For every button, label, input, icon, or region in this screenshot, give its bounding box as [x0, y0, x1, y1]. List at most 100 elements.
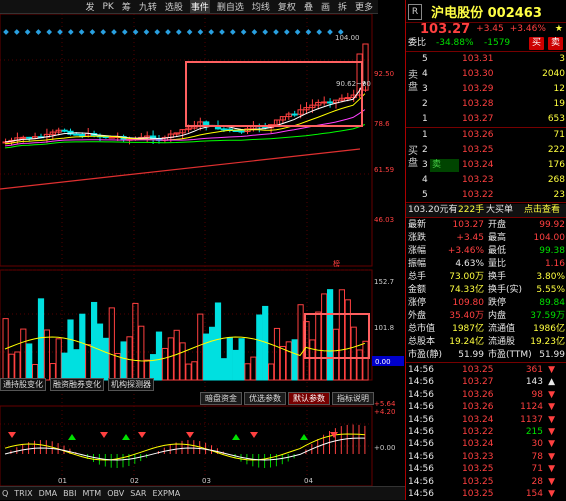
toolbar-item[interactable]: 九转 — [138, 3, 157, 13]
tick-time: 14:56 — [408, 439, 434, 450]
order-row[interactable]: 4 103.23 268 — [406, 174, 566, 187]
indicator-tab[interactable]: 指标说明 — [332, 391, 374, 405]
toolbar-item[interactable]: 复权 — [277, 3, 296, 13]
kline-chart-panel[interactable]: 发 PK 筹九转 选股 事件 删自选 均线 复权叠画拆更多 104.00 92.50 90.62~… — [0, 0, 405, 500]
toolbar-item[interactable]: 更多 — [354, 3, 373, 13]
toolbar-item[interactable]: 画 — [320, 3, 330, 13]
toolbar-item[interactable]: 拆 — [337, 3, 347, 13]
indicator-tab[interactable]: 默认参数 — [288, 391, 330, 405]
toolbar-item[interactable]: 删自选 — [216, 3, 244, 13]
indicator-tab[interactable]: 机构探测器 — [108, 377, 154, 391]
toolbar-item[interactable]: 事件 — [189, 0, 210, 13]
tick-volume: 1124 — [520, 402, 543, 413]
order-price: 103.22 — [462, 190, 494, 200]
indicator-tab[interactable]: TRIX — [14, 489, 33, 498]
stock-name: 沪电股份 002463 — [431, 5, 542, 21]
down-arrow-icon: ▼ — [548, 489, 555, 499]
indicator-tab[interactable]: MTM — [82, 489, 102, 498]
quote-row: 外盘 35.40万 内盘 37.59万 — [406, 310, 566, 323]
volume-bar — [73, 349, 80, 381]
event-marker — [208, 29, 215, 35]
order-level: 2 — [422, 145, 428, 155]
event-marker — [154, 29, 161, 35]
tick-row: 14:56 103.27 143 ▲ — [406, 376, 566, 389]
order-row[interactable]: 5 103.31 3 — [406, 53, 566, 66]
indicator-tab[interactable]: 通持股变化 — [0, 377, 46, 391]
tick-row: 14:56 103.23 78 ▼ — [406, 451, 566, 464]
tick-time: 14:56 — [408, 377, 434, 388]
divider — [406, 127, 566, 128]
indicator-tab[interactable]: 优选参数 — [244, 391, 286, 405]
tick-row: 14:56 103.26 98 ▼ — [406, 389, 566, 402]
quote-value: 19.24亿 — [449, 337, 484, 347]
order-row[interactable]: 2 103.28 19 — [406, 98, 566, 111]
indicator-tab[interactable]: OBV — [107, 489, 125, 498]
candle-body — [49, 131, 56, 135]
order-price: 103.23 — [462, 175, 494, 185]
order-volume: 3 — [559, 54, 565, 64]
order-level: 2 — [422, 99, 428, 109]
price-row: 103.27 +3.45 +3.46% ★ — [406, 22, 566, 37]
quote-row: 总手 73.00万 换手 3.80% — [406, 271, 566, 284]
volume-bar — [362, 340, 369, 381]
indicator-tab[interactable]: Q — [2, 489, 9, 498]
indicator-tab[interactable]: 融资融券变化 — [50, 377, 104, 391]
tick-volume: 78 — [531, 451, 543, 462]
event-marker — [89, 29, 96, 35]
toolbar-item[interactable]: 选股 — [164, 3, 183, 13]
toolbar-item[interactable]: 叠 — [303, 3, 313, 13]
volume-bar — [309, 339, 316, 381]
quote-value: 1.16 — [544, 259, 565, 269]
toolbar-item[interactable]: 筹 — [121, 3, 131, 13]
volume-bar — [250, 356, 257, 381]
order-ratio-row: 委比 -34.88% -1579 买 卖 — [406, 37, 566, 50]
sell-button[interactable]: 卖 — [548, 37, 564, 50]
volume-ma-line — [4, 336, 366, 362]
volume-bar — [55, 338, 62, 381]
order-row[interactable]: 1 103.26 71 — [406, 129, 566, 142]
candle-body — [327, 101, 334, 104]
moving-average-line — [4, 124, 366, 149]
order-row[interactable]: 2 103.25 222 — [406, 144, 566, 157]
big-trade-bar[interactable]: 103.20元有 222手 大买单 点击查看 — [406, 204, 566, 217]
order-ratio-diff: -1579 — [484, 38, 511, 48]
buy-button[interactable]: 买 — [529, 37, 545, 50]
trade-price: 103.20元有 — [408, 205, 458, 215]
order-volume: 12 — [553, 84, 565, 94]
indicator-tab[interactable]: DMA — [38, 489, 58, 498]
view-link[interactable]: 点击查看 — [524, 205, 561, 215]
order-row[interactable]: 3 卖 103.24 176 — [406, 159, 566, 172]
volume-axis-highlight — [372, 356, 404, 366]
indicator-tab[interactable]: SAR — [130, 489, 147, 498]
rating-badge[interactable]: R — [408, 4, 422, 20]
down-arrow-icon: ▼ — [548, 451, 555, 462]
signal-arrow-icon — [138, 432, 146, 438]
macd-axis-label: +0.00 — [374, 444, 395, 452]
quote-label: 最高 — [488, 233, 507, 243]
favorite-star-icon[interactable]: ★ — [554, 24, 563, 34]
indicator-tab[interactable]: EXPMA — [152, 489, 181, 498]
event-marker — [305, 29, 312, 35]
tick-volume: 98 — [531, 389, 543, 400]
order-row[interactable]: 3 103.29 12 — [406, 83, 566, 96]
quote-label: 换手(实) — [488, 285, 523, 295]
event-marker — [219, 29, 225, 35]
order-tag: 卖 — [430, 159, 460, 172]
toolbar-item[interactable]: 均线 — [251, 3, 270, 13]
down-arrow-icon: ▼ — [548, 365, 555, 375]
quote-value: 35.40万 — [449, 311, 484, 321]
divider — [406, 217, 566, 218]
toolbar-item[interactable]: 发 — [85, 3, 95, 13]
indicator-tab[interactable]: 暗盘资金 — [200, 391, 242, 405]
indicator-tab[interactable]: BBI — [63, 489, 77, 498]
order-row[interactable]: 4 103.30 2040 — [406, 68, 566, 81]
moving-average-line — [4, 109, 366, 147]
candle-body — [350, 94, 357, 99]
event-marker — [35, 29, 42, 35]
order-row[interactable]: 1 103.27 653 — [406, 113, 566, 126]
quote-row: 总股本 19.24亿 流通股 19.23亿 — [406, 336, 566, 349]
toolbar-item[interactable]: PK — [102, 1, 114, 12]
order-row[interactable]: 5 103.22 23 — [406, 189, 566, 202]
candle-body — [55, 129, 62, 133]
